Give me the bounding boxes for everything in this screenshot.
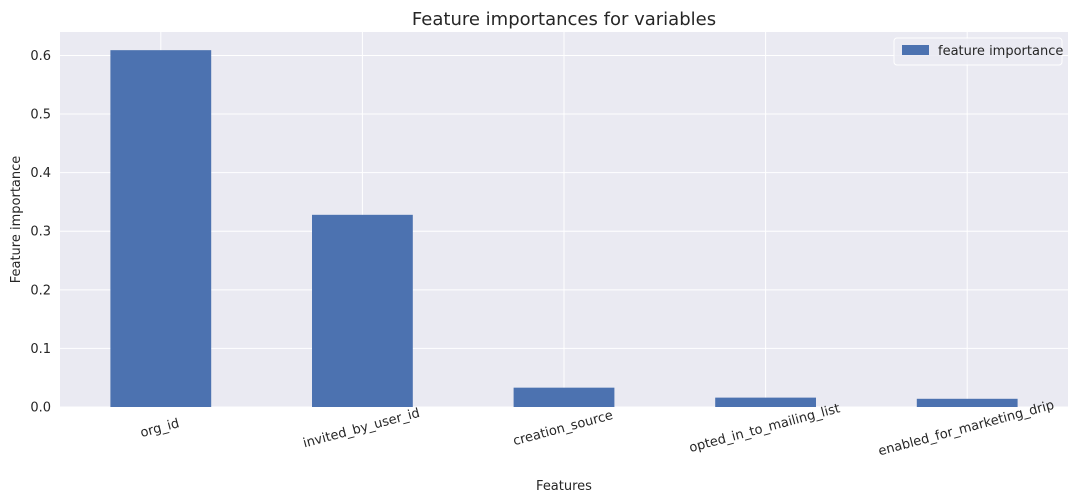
bar-opted-in-to-mailing-list: [715, 397, 816, 407]
y-tick-labels: 0.0 0.1 0.2 0.3 0.4 0.5 0.6: [30, 49, 51, 416]
y-tick-label: 0.1: [30, 342, 51, 357]
legend-swatch: [902, 45, 929, 55]
legend-label: feature importance: [938, 44, 1063, 59]
legend-box: [893, 37, 1063, 66]
y-tick-label: 0.4: [30, 166, 51, 181]
y-tick-label: 0.6: [30, 49, 51, 64]
bar-enabled-for-marketing-drip: [916, 398, 1018, 407]
bar-creation-source: [513, 387, 615, 407]
bar-org-id: [110, 50, 212, 407]
x-axis-label: Features: [536, 479, 592, 494]
y-tick-label: 0.2: [30, 283, 51, 298]
legend: feature importance: [893, 37, 1063, 66]
chart-title: Feature importances for variables: [412, 9, 716, 30]
y-tick-label: 0.0: [30, 401, 51, 416]
bar-invited-by-user-id: [312, 214, 413, 407]
y-axis-label: Feature importance: [9, 156, 24, 284]
bars: [110, 50, 1018, 407]
x-tick-label: org_id: [139, 416, 181, 441]
y-tick-label: 0.3: [30, 225, 51, 240]
x-tick-label: invited_by_user_id: [302, 406, 422, 452]
x-tick-label: creation_source: [512, 408, 615, 449]
y-tick-label: 0.5: [30, 108, 51, 123]
x-tick-label: opted_in_to_mailing_list: [688, 401, 842, 456]
